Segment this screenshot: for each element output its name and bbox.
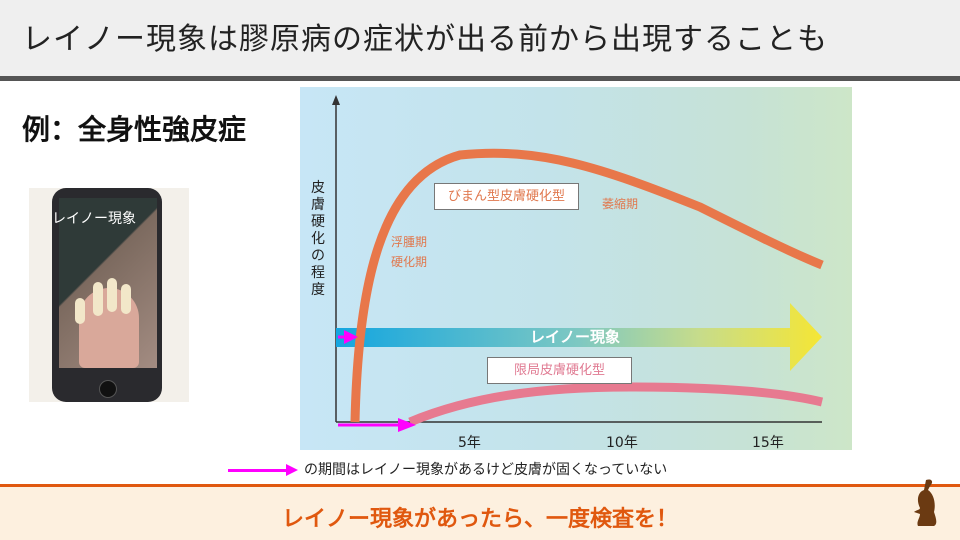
edema-phase-label: 浮腫期 <box>391 235 428 249</box>
phone-home-button <box>99 380 117 398</box>
diffuse-type-label: びまん型皮膚硬化型 <box>434 183 579 210</box>
atrophy-phase-label: 萎縮期 <box>602 197 639 211</box>
y-axis-label: 皮膚硬化の程度 <box>311 180 325 298</box>
scleroderma-chart: 皮膚硬化の程度 びまん型皮膚硬化型 限局皮膚硬化型 浮腫期 硬化期 萎縮期 レイ… <box>300 87 852 451</box>
title-divider <box>0 76 960 81</box>
footer-banner: レイノー現象があったら、一度検査を！ <box>0 487 960 540</box>
limited-type-label: 限局皮膚硬化型 <box>487 357 632 384</box>
slide-title: レイノー現象は膠原病の症状が出る前から出現することも <box>22 22 828 57</box>
example-heading: 例：全身性強皮症 <box>22 113 247 146</box>
sclerosis-phase-label: 硬化期 <box>391 255 428 269</box>
rabbit-icon <box>914 479 937 526</box>
footer-divider <box>0 484 960 487</box>
raynaud-band-label: レイノー現象 <box>530 328 621 346</box>
raynaud-photo: レイノー現象 <box>29 188 189 402</box>
phone-screen <box>59 198 157 368</box>
photo-caption: レイノー現象 <box>52 211 136 227</box>
x-tick-5: 5年 <box>458 435 481 451</box>
legend-note: の期間はレイノー現象があるけど皮膚が固くなっていない <box>228 459 667 479</box>
footer-message: レイノー現象があったら、一度検査を！ <box>281 507 678 532</box>
x-tick-10: 10年 <box>606 435 638 451</box>
title-bar: レイノー現象は膠原病の症状が出る前から出現することも <box>0 0 960 76</box>
note-text: の期間はレイノー現象があるけど皮膚が固くなっていない <box>304 462 668 478</box>
x-tick-15: 15年 <box>752 435 784 451</box>
magenta-arrow-icon <box>228 464 298 476</box>
chart-graphics <box>332 95 824 432</box>
